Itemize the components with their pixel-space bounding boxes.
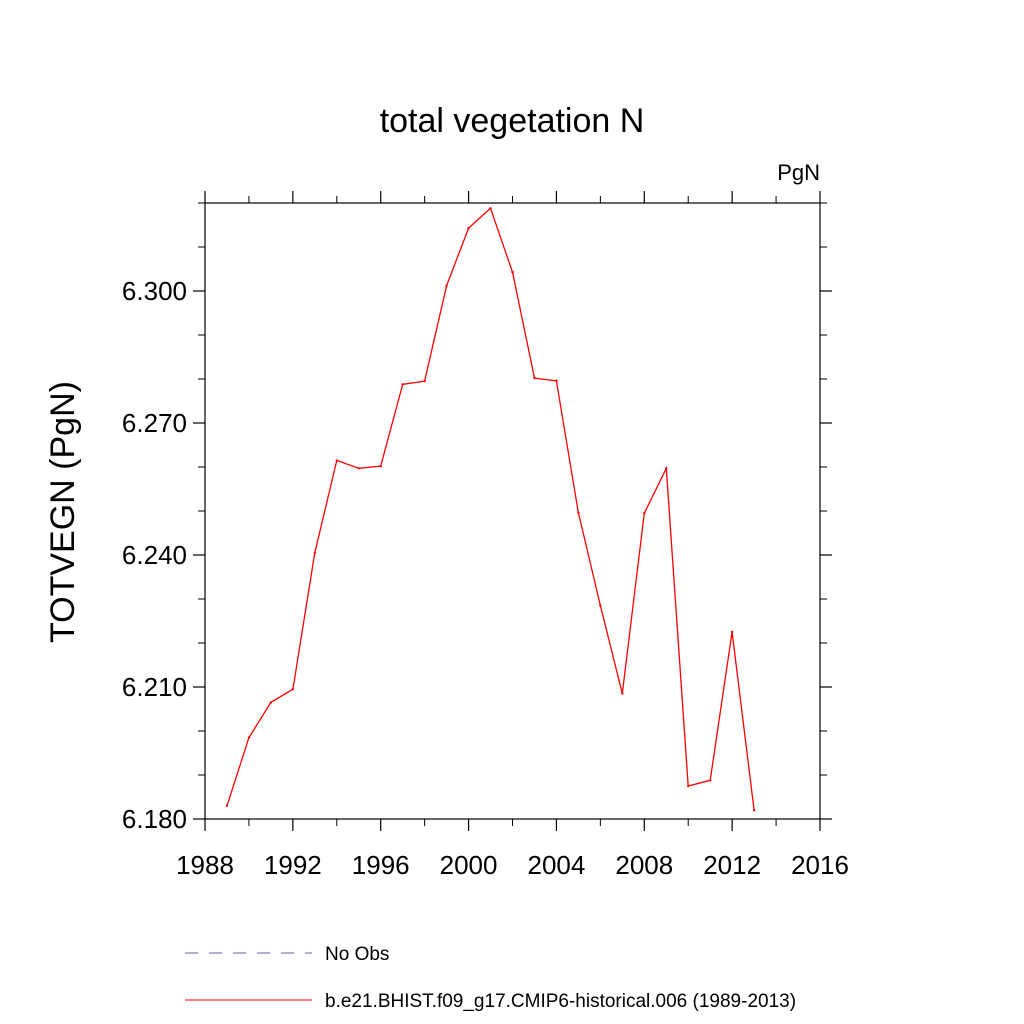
x-tick-label: 2008 bbox=[615, 850, 673, 880]
data-point bbox=[379, 464, 382, 468]
data-point bbox=[247, 736, 251, 739]
x-tick-label: 1996 bbox=[352, 850, 410, 880]
data-point bbox=[555, 379, 558, 382]
data-point bbox=[489, 207, 492, 210]
plot-area bbox=[225, 207, 756, 812]
data-point bbox=[665, 467, 668, 470]
y-tick-label: 6.270 bbox=[122, 408, 187, 438]
data-point bbox=[687, 784, 690, 788]
y-axis-label: TOTVEGN (PgN) bbox=[44, 381, 82, 643]
data-point bbox=[269, 701, 273, 704]
data-point bbox=[357, 467, 360, 470]
y-tick-label: 6.210 bbox=[122, 672, 187, 702]
plot-frame bbox=[204, 202, 821, 820]
data-point bbox=[467, 226, 470, 230]
legend: No Obs b.e21.BHIST.f09_g17.CMIP6-historic… bbox=[185, 944, 796, 1012]
y-tick-label: 6.300 bbox=[122, 276, 187, 306]
data-point bbox=[533, 376, 536, 380]
data-point bbox=[423, 380, 426, 383]
y-tick-label: 6.180 bbox=[122, 804, 187, 834]
y-tick-label: 6.240 bbox=[122, 540, 187, 570]
data-point bbox=[752, 809, 756, 812]
data-point bbox=[291, 688, 295, 691]
data-point bbox=[708, 779, 712, 782]
x-tick-label: 2012 bbox=[703, 850, 761, 880]
data-point bbox=[401, 383, 404, 386]
x-tick-label: 2016 bbox=[791, 850, 849, 880]
legend-label: b.e21.BHIST.f09_g17.CMIP6-historical.006… bbox=[325, 991, 796, 1012]
data-point bbox=[313, 551, 317, 554]
data-point bbox=[511, 270, 514, 274]
data-point bbox=[445, 284, 448, 287]
x-tick-label: 2000 bbox=[440, 850, 498, 880]
x-tick-label: 1988 bbox=[176, 850, 234, 880]
data-point bbox=[335, 459, 338, 462]
legend-label: No Obs bbox=[325, 944, 389, 965]
data-point bbox=[577, 511, 580, 514]
data-point bbox=[225, 804, 229, 807]
x-tick-label: 1992 bbox=[264, 850, 322, 880]
units-label: PgN bbox=[777, 160, 820, 185]
data-point bbox=[621, 692, 624, 695]
data-point bbox=[643, 512, 646, 515]
series-line bbox=[226, 207, 755, 811]
axes: 6.180 6.210 6.240 6.270 6.300 1988 1992 1996 200… bbox=[122, 191, 849, 880]
data-point bbox=[599, 604, 602, 607]
chart-title: total vegetation N bbox=[380, 102, 645, 140]
x-tick-label: 2004 bbox=[528, 850, 586, 880]
data-point bbox=[730, 630, 734, 634]
